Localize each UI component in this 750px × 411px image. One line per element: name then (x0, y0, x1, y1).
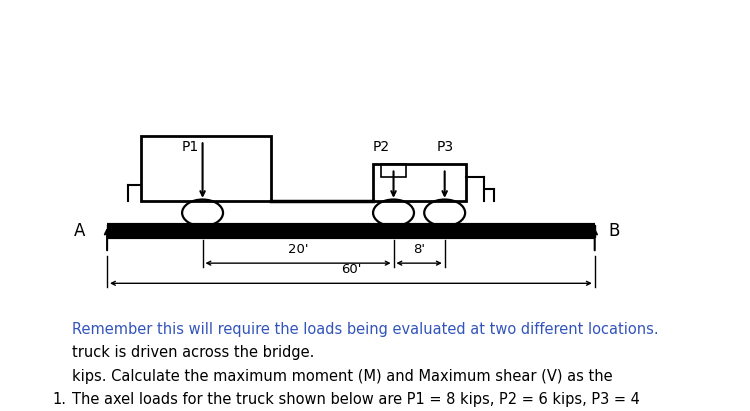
Text: A: A (74, 222, 86, 240)
Text: kips. Calculate the maximum moment (M) and Maximum shear (V) as the: kips. Calculate the maximum moment (M) a… (72, 369, 612, 383)
Text: P3: P3 (436, 139, 454, 154)
Text: P2: P2 (373, 139, 390, 154)
Text: 60': 60' (340, 263, 361, 276)
Text: The axel loads for the truck shown below are P1 = 8 kips, P2 = 6 kips, P3 = 4: The axel loads for the truck shown below… (72, 392, 640, 407)
Text: P1: P1 (182, 139, 200, 154)
Text: Remember this will require the loads being evaluated at two different locations.: Remember this will require the loads bei… (72, 322, 658, 337)
Text: B: B (608, 222, 619, 240)
Text: truck is driven across the bridge.: truck is driven across the bridge. (72, 345, 314, 360)
Text: 8': 8' (413, 243, 425, 256)
Text: 20': 20' (288, 243, 308, 256)
Text: 1.: 1. (53, 392, 67, 407)
